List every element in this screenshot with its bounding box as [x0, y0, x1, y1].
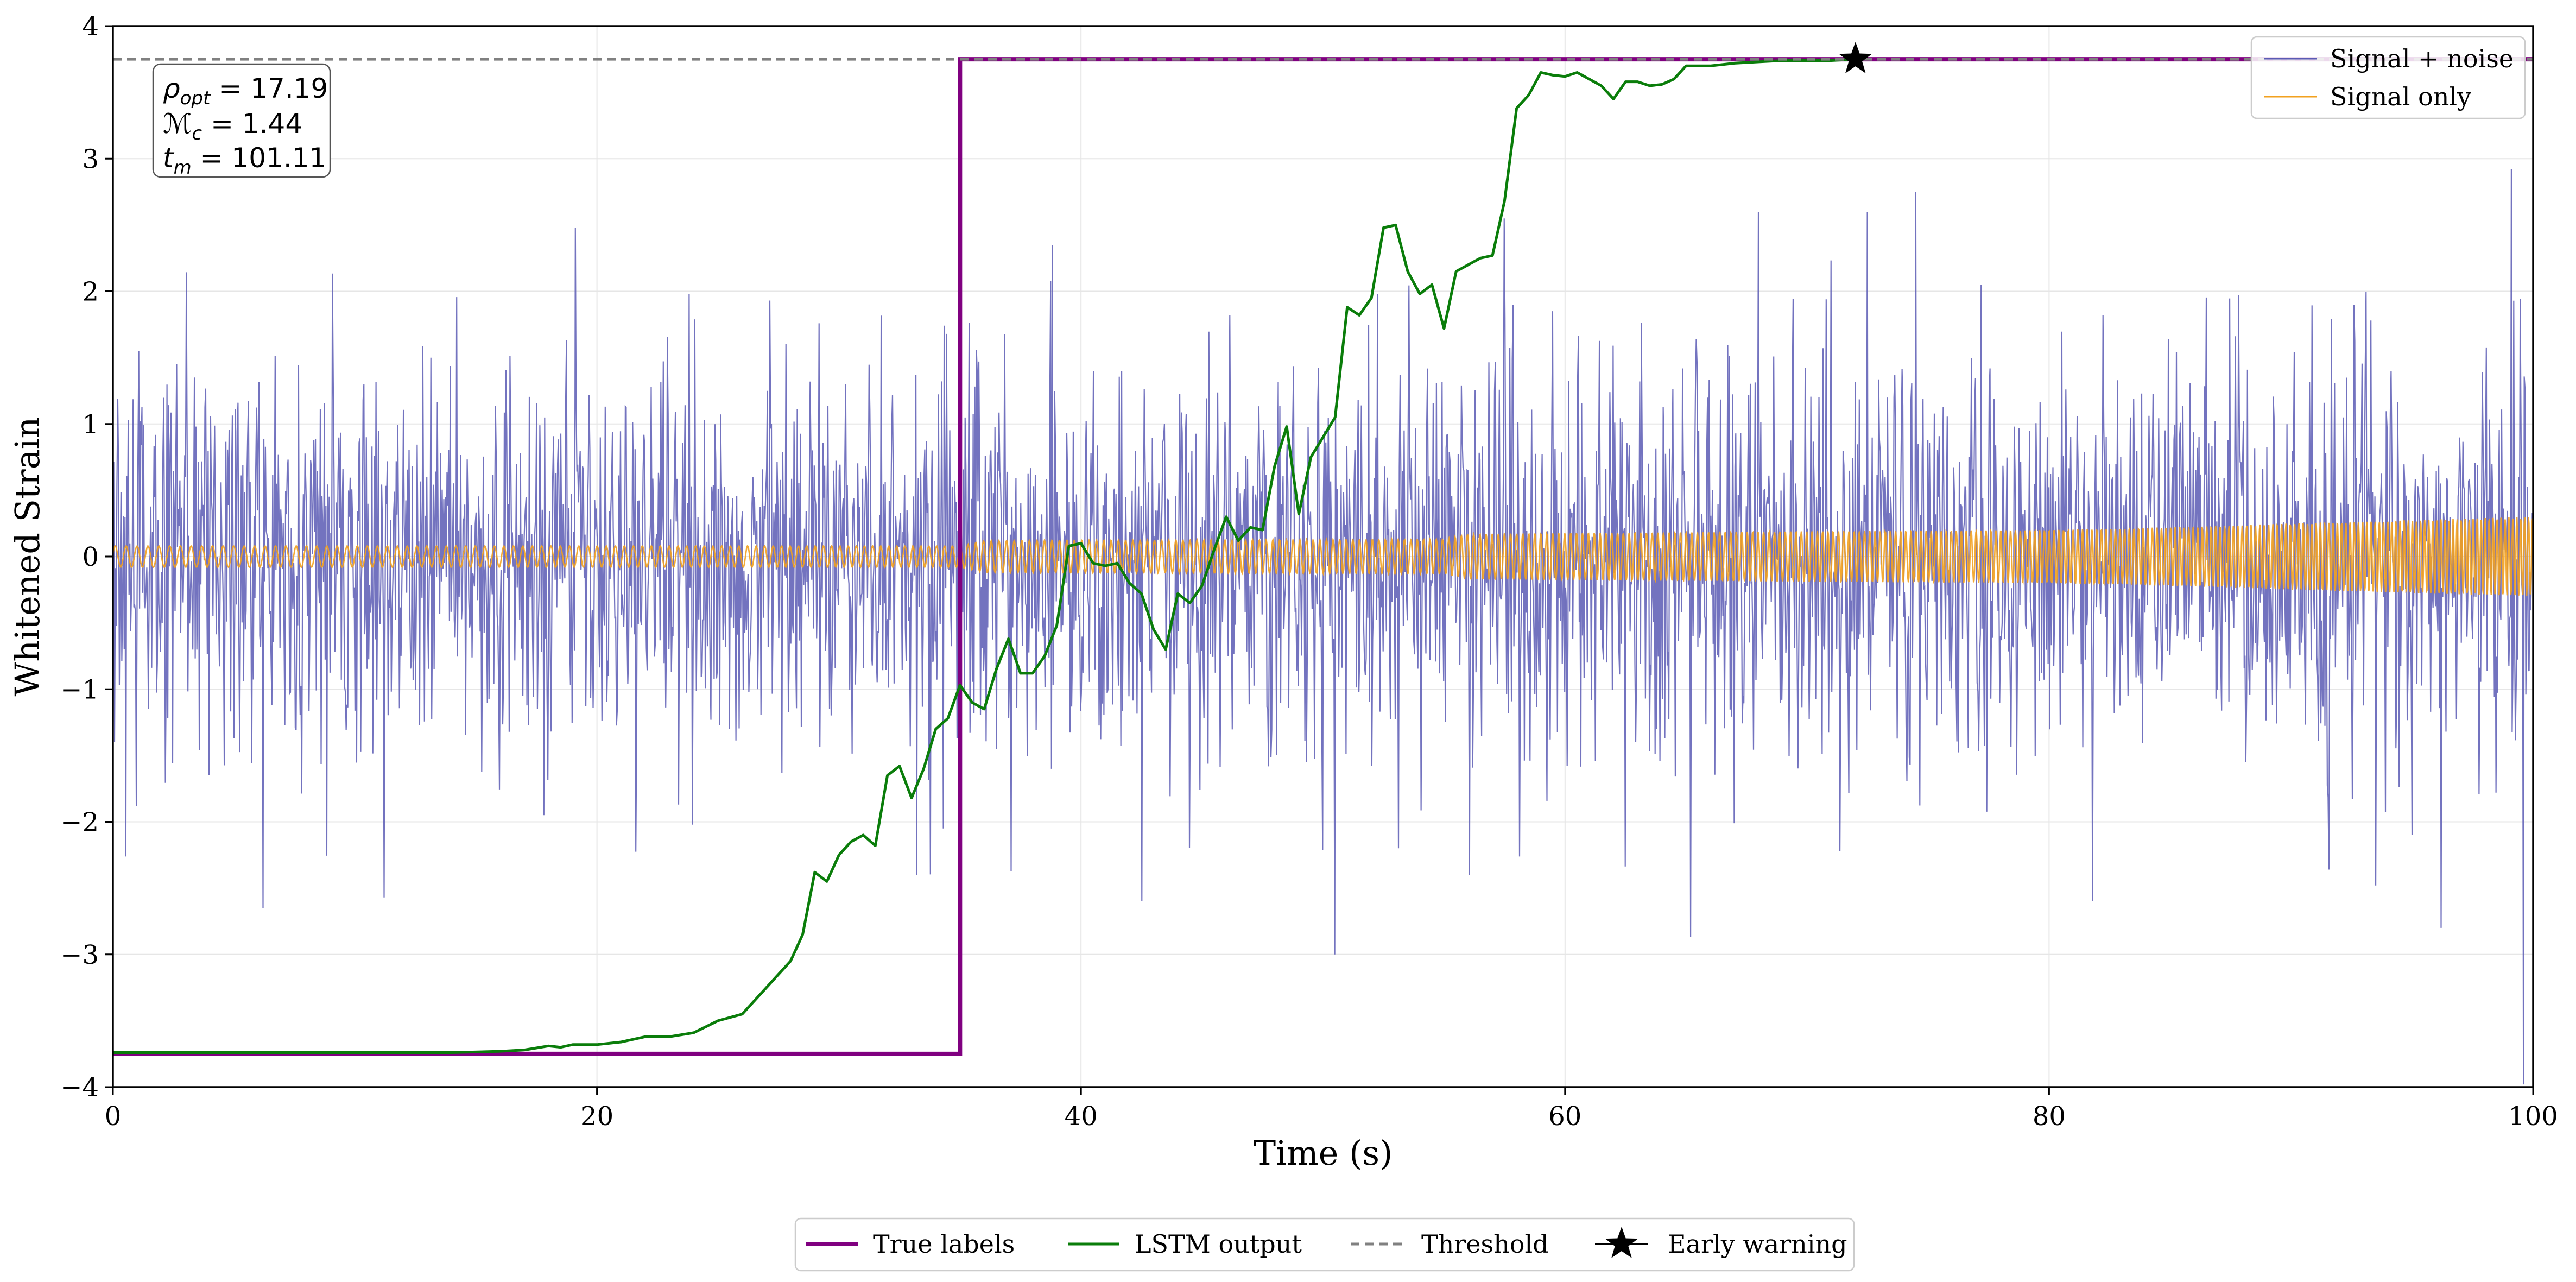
annotation-box: [152, 63, 331, 178]
legend-top-right: Signal + noise Signal only: [2250, 36, 2526, 119]
legend-threshold-label: Threshold: [1421, 1229, 1549, 1259]
x-tick-label: 100: [2508, 1101, 2558, 1132]
y-tick-label: −3: [60, 940, 99, 970]
legend-noise-label: Signal + noise: [2330, 44, 2514, 73]
legend-warning-label: Early warning: [1668, 1229, 1847, 1259]
true-labels-line: [113, 57, 2533, 1056]
y-tick-label: −2: [60, 807, 99, 838]
y-tick-label: 1: [82, 409, 99, 440]
lstm-output-series: [113, 58, 1856, 1054]
early-warning-star-icon: [1839, 42, 1872, 73]
y-tick-label: 2: [82, 277, 99, 307]
y-tick-label: 3: [82, 144, 99, 174]
y-axis-title: Whitened Strain: [8, 417, 47, 697]
legend-lstm-label: LSTM output: [1135, 1229, 1302, 1259]
x-tick-label: 20: [580, 1101, 613, 1132]
legend-bottom: True labels LSTM output Threshold Early …: [794, 1217, 1855, 1272]
x-tick-label: 60: [1548, 1101, 1581, 1132]
early-warning-group: [1839, 42, 1872, 73]
x-axis-title: Time (s): [1254, 1133, 1393, 1173]
y-tick-label: 0: [82, 542, 99, 572]
legend-signal-label: Signal only: [2330, 82, 2471, 111]
legend-warning-star-icon: [1605, 1227, 1638, 1258]
signal-only-series: [113, 517, 2533, 596]
signal-only-line: [113, 517, 2533, 596]
merger-time-text: tm = 101.11: [163, 142, 326, 179]
y-tick-label: 4: [82, 11, 99, 42]
parameter-annotation: ρopt = 17.19 ℳc = 1.44 tm = 101.11: [152, 63, 331, 179]
x-tick-label: 0: [105, 1101, 122, 1132]
chirp-mass-text: ℳc = 1.44: [163, 108, 302, 144]
y-axis: −4 −3 −2 −1 0 1 2 3 4: [60, 11, 113, 1103]
true-labels-series: [113, 57, 2533, 1056]
signal-noise-line: [113, 169, 2533, 1085]
y-tick-label: −1: [60, 674, 99, 705]
legend-true-labels-label: True labels: [873, 1229, 1015, 1259]
y-tick-label: −4: [60, 1072, 99, 1103]
legend-bottom-box: [794, 1217, 1855, 1272]
lstm-output-line: [113, 58, 1856, 1054]
x-tick-label: 40: [1065, 1101, 1098, 1132]
x-axis: 0 20 40 60 80 100: [105, 1087, 2558, 1132]
x-tick-label: 80: [2033, 1101, 2066, 1132]
rho-opt-text: ρopt = 17.19: [163, 73, 328, 109]
legend-top-right-box: [2250, 36, 2526, 119]
signal-noise-series: [113, 169, 2533, 1085]
